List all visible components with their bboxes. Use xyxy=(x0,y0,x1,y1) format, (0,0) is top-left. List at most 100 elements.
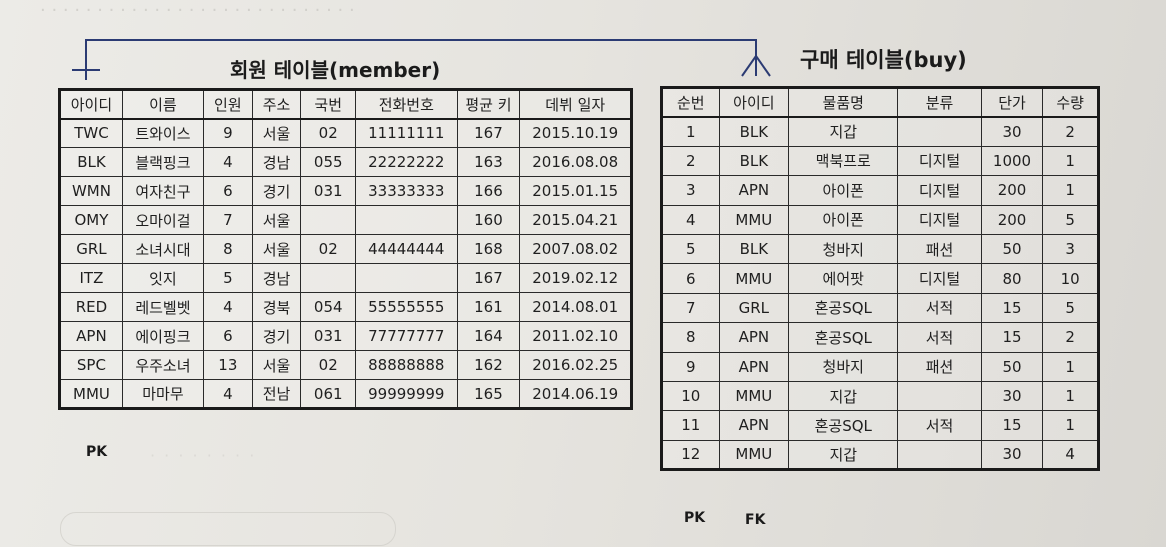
table-cell: 2015.10.19 xyxy=(519,118,632,148)
table-row: 7 GRL 혼공SQL 서적 15 5 xyxy=(661,292,1099,324)
column-header: 주소 xyxy=(251,89,302,120)
column-header: 이름 xyxy=(121,89,205,120)
table-row: SPC 우주소녀 13 서울 02 88888888 162 2016.02.2… xyxy=(59,350,632,380)
table-cell: 6 xyxy=(661,263,720,294)
table-cell: 잇지 xyxy=(121,263,205,293)
table-cell: 경기 xyxy=(251,321,302,351)
table-cell: 경남 xyxy=(251,147,302,177)
table-cell: 지갑 xyxy=(788,380,899,412)
table-row: 9 APN 청바지 패션 50 1 xyxy=(661,351,1099,382)
table-cell: GRL xyxy=(59,234,123,264)
table-cell: 11 xyxy=(661,410,720,441)
table-cell: BLK xyxy=(718,233,790,265)
table-cell: 30 xyxy=(980,439,1044,471)
table-cell xyxy=(897,116,982,147)
table-cell: 99999999 xyxy=(355,379,458,409)
table-cell: 레드벨벳 xyxy=(121,292,205,322)
table-row: 3 APN 아이폰 디지털 200 1 xyxy=(661,175,1099,206)
table-cell: 02 xyxy=(300,350,357,380)
table-cell: 1 xyxy=(1042,175,1099,206)
table-cell: MMU xyxy=(718,204,790,235)
table-cell: 서적 xyxy=(897,292,982,324)
table-cell: 오마이걸 xyxy=(121,205,205,235)
table-row: TWC 트와이스 9 서울 02 11111111 167 2015.10.19 xyxy=(59,118,632,148)
table-cell: 30 xyxy=(980,380,1044,412)
column-header: 국번 xyxy=(300,89,357,120)
table-row: 10 MMU 지갑 30 1 xyxy=(661,380,1099,412)
table-cell: 1 xyxy=(1042,145,1099,177)
table-cell: 55555555 xyxy=(355,292,458,322)
table-cell: 패션 xyxy=(897,351,982,382)
table-cell: SPC xyxy=(59,350,123,380)
table-cell: 아이폰 xyxy=(788,204,899,235)
buy-fk-label: FK xyxy=(745,512,766,528)
table-cell: 160 xyxy=(456,205,521,235)
table-cell: 2014.06.19 xyxy=(519,379,632,409)
table-cell xyxy=(355,205,458,235)
bleed-through-box xyxy=(60,512,396,546)
table-row: 12 MMU 지갑 30 4 xyxy=(661,439,1099,471)
table-cell: 163 xyxy=(456,147,521,177)
table-cell: APN xyxy=(718,322,790,353)
table-cell: 168 xyxy=(456,234,521,264)
table-row: GRL 소녀시대 8 서울 02 44444444 168 2007.08.02 xyxy=(59,234,632,264)
table-cell: MMU xyxy=(59,379,123,409)
table-cell: 7 xyxy=(203,205,253,235)
table-cell: 12 xyxy=(661,439,720,471)
table-cell: OMY xyxy=(59,205,123,235)
table-cell: 9 xyxy=(203,118,253,148)
table-cell: RED xyxy=(59,292,123,322)
table-cell: MMU xyxy=(718,380,790,412)
column-header: 순번 xyxy=(661,86,720,118)
table-cell: 1000 xyxy=(980,145,1044,177)
table-row: OMY 오마이걸 7 서울 160 2015.04.21 xyxy=(59,205,632,235)
table-cell: 2016.08.08 xyxy=(519,147,632,177)
table-cell xyxy=(300,263,357,293)
table-cell: 031 xyxy=(300,176,357,206)
buy-table: 순번 아이디 물품명 분류 단가 수량 1 BLK 지갑 30 2 2 BLK … xyxy=(660,86,1100,472)
member-table: 아이디 이름 인원 주소 국번 전화번호 평균 키 데뷔 일자 TWC 트와이스… xyxy=(58,88,633,410)
table-cell: 맥북프로 xyxy=(788,145,899,177)
table-cell: BLK xyxy=(718,116,790,147)
member-table-title: 회원 테이블(member) xyxy=(230,58,441,82)
column-header: 분류 xyxy=(897,86,982,118)
table-row: ITZ 잇지 5 경남 167 2019.02.12 xyxy=(59,263,632,293)
table-cell: 2019.02.12 xyxy=(519,263,632,293)
table-cell: 지갑 xyxy=(788,439,899,471)
table-row: RED 레드벨벳 4 경북 054 55555555 161 2014.08.0… xyxy=(59,292,632,322)
table-cell: 경남 xyxy=(251,263,302,293)
table-cell: APN xyxy=(59,321,123,351)
table-cell: APN xyxy=(718,410,790,441)
table-cell xyxy=(897,439,982,471)
table-cell: 2007.08.02 xyxy=(519,234,632,264)
table-cell: MMU xyxy=(718,439,790,471)
table-cell: 5 xyxy=(661,233,720,265)
table-row: 5 BLK 청바지 패션 50 3 xyxy=(661,233,1099,265)
column-header: 물품명 xyxy=(788,86,899,118)
table-cell: 3 xyxy=(661,175,720,206)
table-cell: 여자친구 xyxy=(121,176,205,206)
table-cell: 8 xyxy=(203,234,253,264)
table-cell: 9 xyxy=(661,351,720,382)
table-cell: 164 xyxy=(456,321,521,351)
table-cell: 10 xyxy=(1042,263,1099,294)
table-row: APN 에이핑크 6 경기 031 77777777 164 2011.02.1… xyxy=(59,321,632,351)
table-cell: 에이핑크 xyxy=(121,321,205,351)
table-cell: 4 xyxy=(203,147,253,177)
table-cell: 4 xyxy=(661,204,720,235)
table-cell: 165 xyxy=(456,379,521,409)
table-cell: 전남 xyxy=(251,379,302,409)
table-cell: 1 xyxy=(1042,410,1099,441)
table-cell: 6 xyxy=(203,176,253,206)
table-cell: 22222222 xyxy=(355,147,458,177)
table-cell: 혼공SQL xyxy=(788,410,899,441)
column-header: 인원 xyxy=(203,89,253,120)
table-row: 6 MMU 에어팟 디지털 80 10 xyxy=(661,263,1099,294)
table-cell: 055 xyxy=(300,147,357,177)
table-cell: 디지털 xyxy=(897,204,982,235)
table-cell: 8 xyxy=(661,322,720,353)
table-cell xyxy=(897,380,982,412)
table-cell: BLK xyxy=(59,147,123,177)
column-header: 단가 xyxy=(980,86,1044,118)
buy-pk-label: PK xyxy=(684,510,706,526)
